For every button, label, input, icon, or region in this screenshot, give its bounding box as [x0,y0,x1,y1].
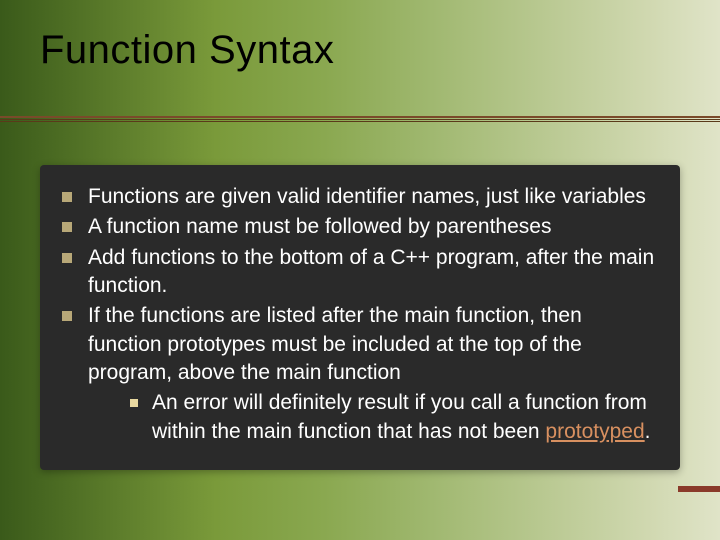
sub-bullet-text: An error will definitely result if you c… [152,389,658,446]
sub-bullet-item: An error will definitely result if you c… [130,389,658,446]
content-panel: Functions are given valid identifier nam… [40,165,680,470]
bullet-icon [62,222,72,232]
bullet-item: Add functions to the bottom of a C++ pro… [62,244,658,301]
title-area: Function Syntax [0,0,720,73]
sub-text-suffix: . [645,420,651,443]
bullet-item: If the functions are listed after the ma… [62,302,658,446]
sub-list: An error will definitely result if you c… [88,389,658,446]
bullet-text: Functions are given valid identifier nam… [88,183,658,211]
bullet-icon [62,311,72,321]
prototyped-link[interactable]: prototyped [545,420,644,443]
bullet-item: A function name must be followed by pare… [62,213,658,241]
bullet-text: If the functions are listed after the ma… [88,302,658,446]
bullet-item: Functions are given valid identifier nam… [62,183,658,211]
bullet-list: Functions are given valid identifier nam… [62,183,658,446]
footer-accent [678,486,720,492]
bullet-text: A function name must be followed by pare… [88,213,658,241]
bullet-text-content: If the functions are listed after the ma… [88,304,582,384]
bullet-text: Add functions to the bottom of a C++ pro… [88,244,658,301]
bullet-icon [62,192,72,202]
sub-bullet-icon [130,399,138,407]
slide-title: Function Syntax [40,28,720,73]
slide: Function Syntax Functions are given vali… [0,0,720,540]
bullet-icon [62,253,72,263]
title-divider [0,116,720,122]
